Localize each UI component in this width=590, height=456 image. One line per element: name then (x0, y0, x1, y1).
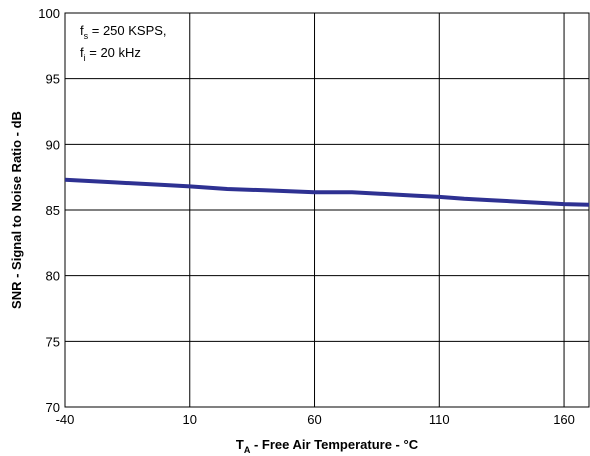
y-tick-label: 100 (38, 6, 60, 21)
x-tick-label: 10 (183, 412, 197, 427)
annotation-line-1: fs = 250 KSPS, (80, 23, 167, 41)
tick-labels: -40 10 60 110 160 70 75 80 85 90 95 100 (38, 6, 575, 427)
x-tick-label: -40 (56, 412, 75, 427)
snr-series-line (64, 177, 590, 207)
y-tick-label: 85 (46, 203, 60, 218)
annotation-background (67, 15, 189, 65)
plot-frame (64, 12, 590, 408)
y-tick-label: 95 (46, 72, 60, 87)
x-tick-label: 160 (553, 412, 575, 427)
y-tick-label: 70 (46, 400, 60, 415)
y-tick-label: 75 (46, 334, 60, 349)
series-layer (64, 177, 590, 207)
annotation-line-2: fi = 20 kHz (80, 45, 141, 63)
x-tick-label: 110 (429, 412, 450, 427)
x-axis-title: TA - Free Air Temperature - °C (236, 437, 419, 455)
y-tick-label: 90 (46, 137, 60, 152)
y-tick-label: 80 (46, 269, 60, 284)
y-axis-title: SNR - Signal to Noise Ratio - dB (9, 111, 24, 309)
x-tick-label: 60 (307, 412, 321, 427)
grid-lines (65, 13, 589, 407)
